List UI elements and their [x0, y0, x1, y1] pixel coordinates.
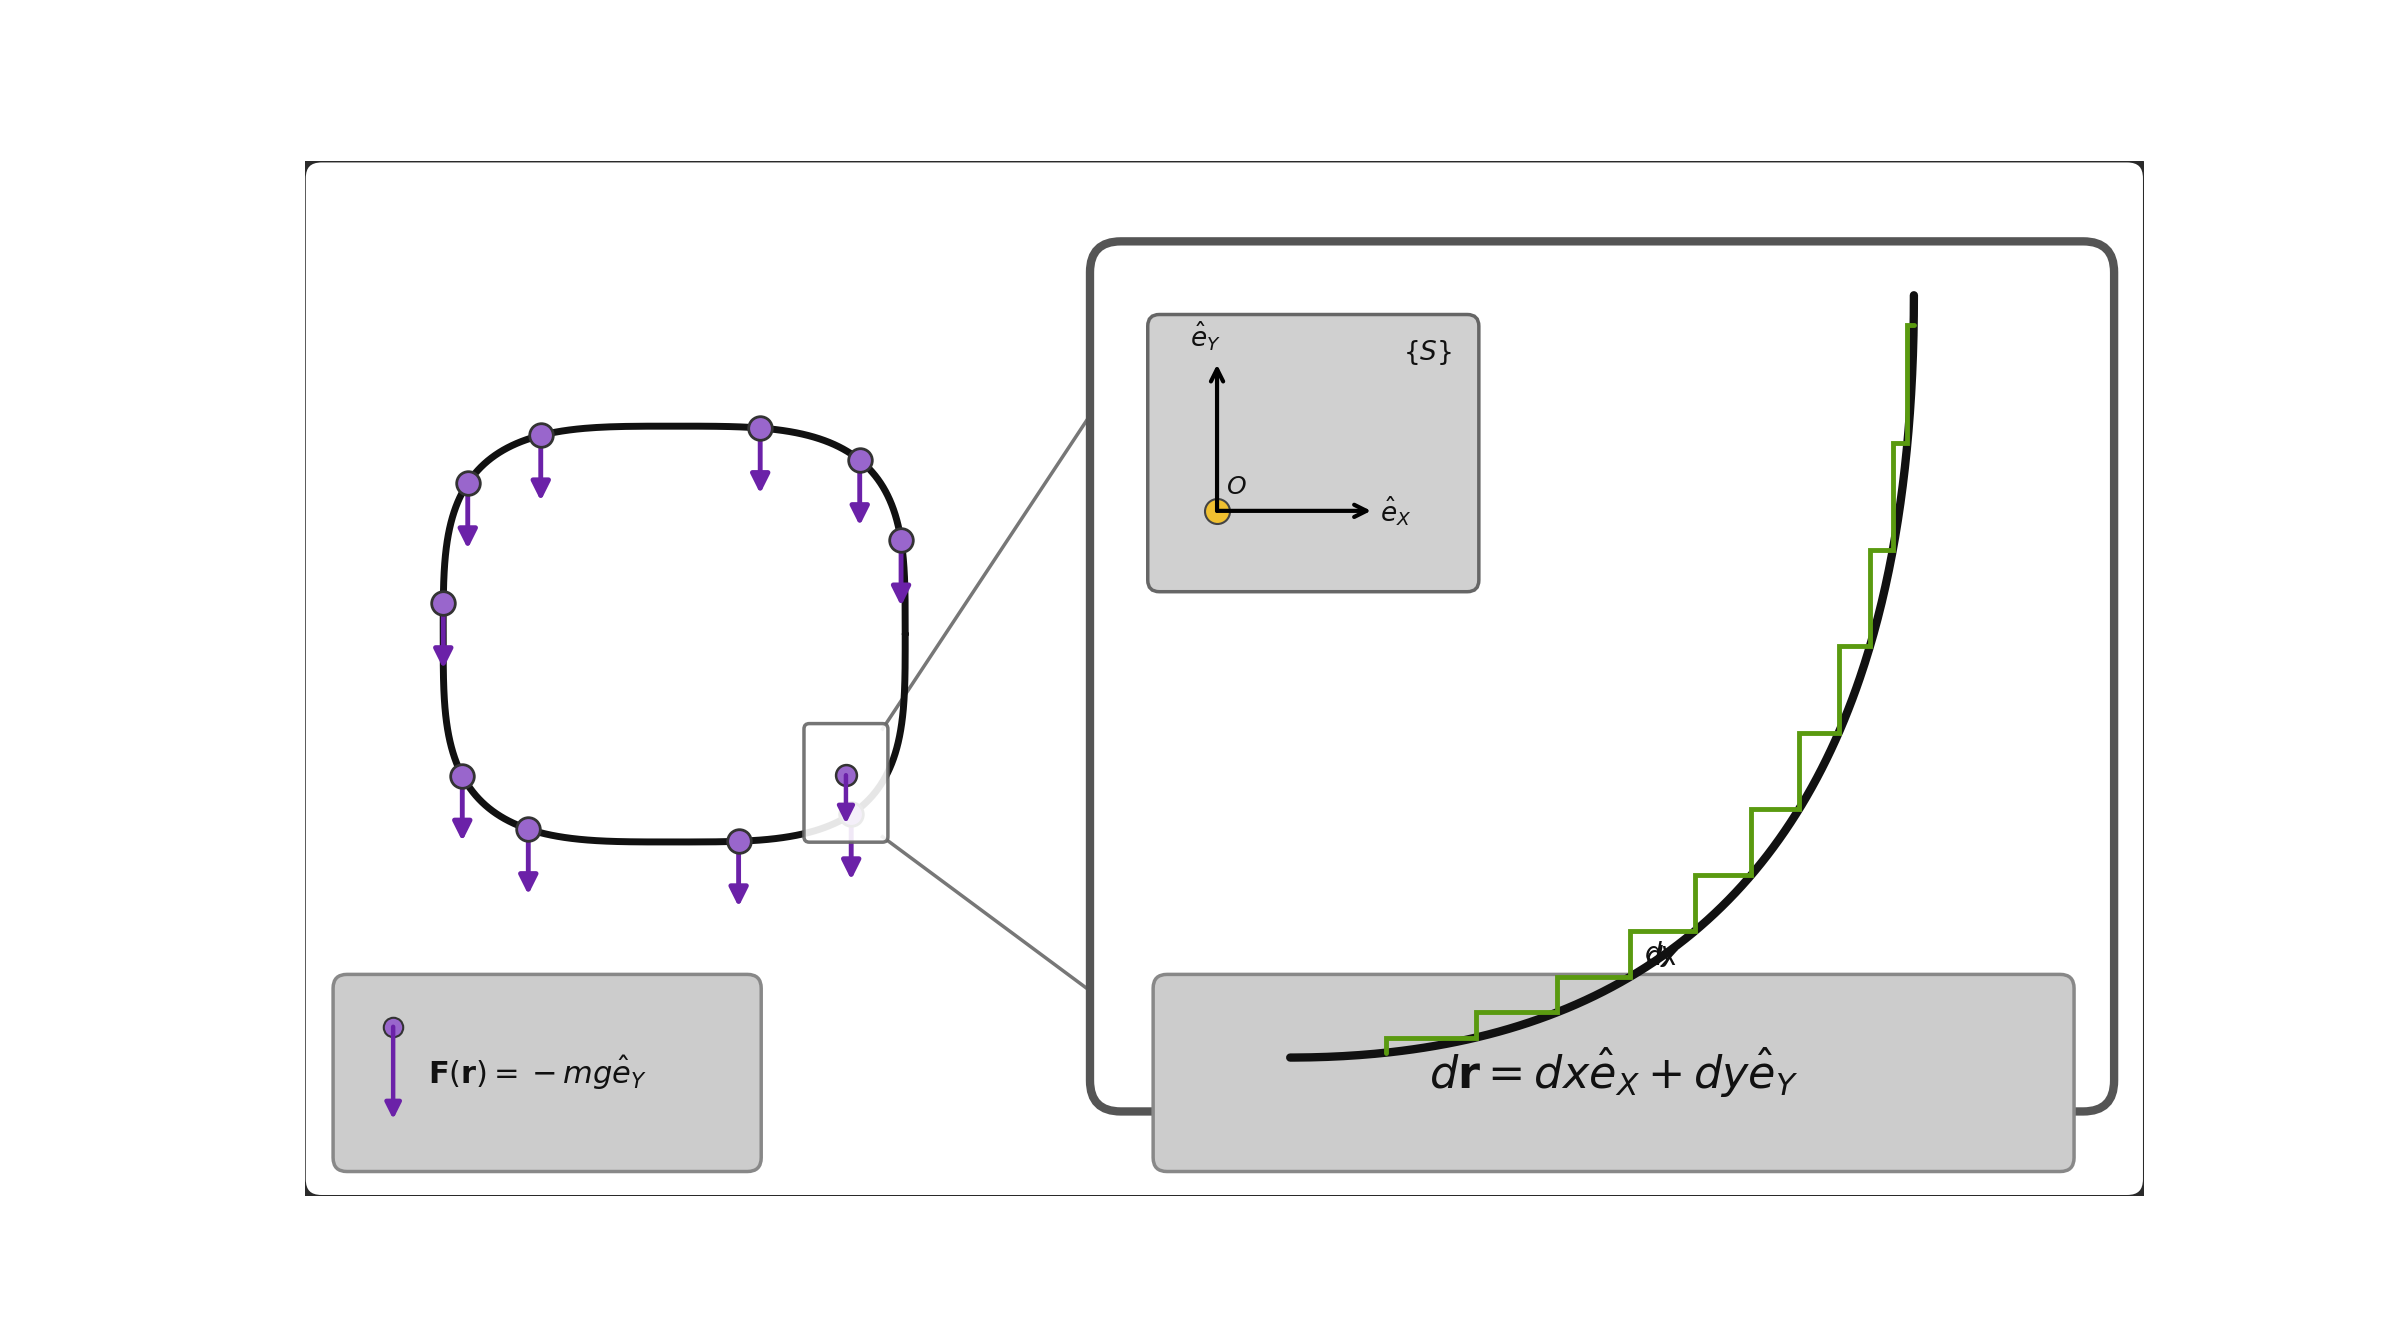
FancyBboxPatch shape	[1089, 242, 2114, 1111]
FancyBboxPatch shape	[332, 974, 762, 1172]
Text: $\hat{e}_X$: $\hat{e}_X$	[1381, 495, 1412, 528]
FancyBboxPatch shape	[303, 159, 2145, 1199]
FancyBboxPatch shape	[805, 723, 889, 843]
FancyBboxPatch shape	[1154, 974, 2074, 1172]
Text: $O$: $O$	[1226, 476, 1247, 500]
Text: $\{S\}$: $\{S\}$	[1402, 337, 1453, 367]
FancyBboxPatch shape	[1147, 314, 1479, 591]
Text: $\mathbf{F}(\mathbf{r}) = -mg\hat{e}_Y$: $\mathbf{F}(\mathbf{r}) = -mg\hat{e}_Y$	[428, 1054, 647, 1093]
Text: $dy$: $dy$	[1644, 939, 1679, 969]
Text: $dx$: $dx$	[1646, 945, 1679, 970]
Text: $\hat{e}_Y$: $\hat{e}_Y$	[1190, 320, 1221, 353]
Text: $d\mathbf{r} = dx\hat{e}_X + dy\hat{e}_Y$: $d\mathbf{r} = dx\hat{e}_X + dy\hat{e}_Y…	[1429, 1046, 1799, 1101]
